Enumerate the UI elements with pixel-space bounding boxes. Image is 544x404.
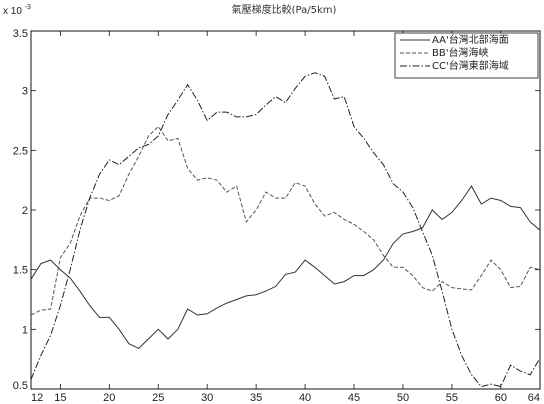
y-tick-label: 2.5 bbox=[13, 145, 28, 157]
x-tick-label: 50 bbox=[397, 392, 409, 404]
plot-area-frame bbox=[30, 30, 541, 390]
x-tick-label: 15 bbox=[54, 392, 66, 404]
series-line-1 bbox=[30, 185, 541, 350]
x-tick-label: 20 bbox=[103, 392, 115, 404]
x-tick-label: 60 bbox=[495, 392, 507, 404]
y-multiplier-exponent: -3 bbox=[25, 4, 31, 11]
x-tick-label: 45 bbox=[348, 392, 360, 404]
x-tick-label: 40 bbox=[299, 392, 311, 404]
x-tick-label: 25 bbox=[152, 392, 164, 404]
y-tick-label: 1.5 bbox=[13, 265, 28, 277]
legend-box bbox=[394, 32, 539, 79]
x-tick-label: 12 bbox=[31, 392, 43, 404]
x-tick-label: 55 bbox=[446, 392, 458, 404]
x-tick-label: 64 bbox=[528, 392, 540, 404]
x-tick-label: 30 bbox=[201, 392, 213, 404]
svg-text:x 10 -3: x 10 -3 bbox=[3, 4, 31, 17]
series-line-3 bbox=[30, 72, 541, 388]
x-tick-label: 35 bbox=[250, 392, 262, 404]
chart-title: 氣壓梯度比較(Pa/5km) bbox=[232, 3, 337, 16]
legend-label: CC'台灣東部海域 bbox=[432, 59, 509, 72]
y-tick-label: 3.5 bbox=[13, 28, 28, 40]
axis-ticks: 12 15 20 25 30 35 40 45 50 55 60 64 0.5 1 1.5 2 2.5 3 3.5 bbox=[13, 28, 541, 404]
legend-label: BB'台灣海峽 bbox=[432, 46, 488, 59]
y-exponent-label: x 10 -3 bbox=[3, 4, 31, 17]
legend-label: AA'台灣北部海面 bbox=[432, 33, 509, 46]
y-tick-label: 1 bbox=[22, 324, 28, 336]
y-multiplier-base: x 10 bbox=[3, 6, 22, 17]
series-lines bbox=[30, 72, 541, 388]
y-tick-label: 2 bbox=[22, 205, 28, 217]
y-tick-label: 0.5 bbox=[13, 380, 28, 392]
y-tick-label: 3 bbox=[22, 86, 28, 98]
